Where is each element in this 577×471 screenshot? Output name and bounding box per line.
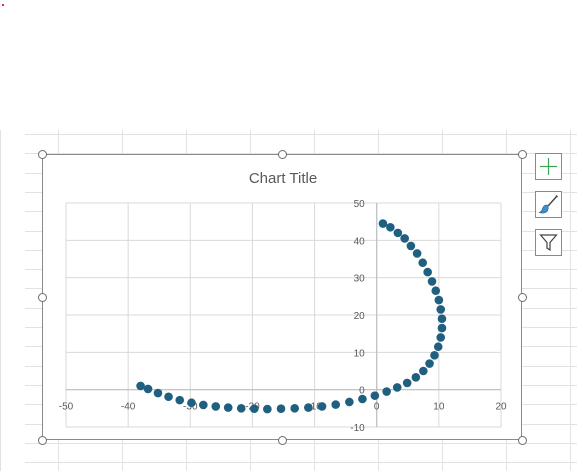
data-point[interactable] bbox=[175, 395, 185, 405]
data-point[interactable] bbox=[434, 295, 444, 305]
data-point[interactable] bbox=[400, 234, 409, 243]
data-point[interactable] bbox=[382, 387, 391, 396]
data-point[interactable] bbox=[386, 222, 395, 232]
data-point[interactable] bbox=[304, 403, 313, 412]
data-point[interactable] bbox=[419, 366, 428, 376]
data-point[interactable] bbox=[393, 228, 403, 238]
data-point[interactable] bbox=[433, 342, 443, 352]
resize-handle-bottom-left[interactable] bbox=[38, 436, 47, 445]
plus-icon bbox=[540, 158, 557, 175]
x-tick-label: -30 bbox=[183, 402, 198, 413]
data-point[interactable] bbox=[153, 388, 163, 398]
data-point[interactable] bbox=[418, 258, 428, 268]
y-tick-label: 10 bbox=[354, 348, 366, 359]
data-point[interactable] bbox=[249, 404, 259, 414]
funnel-icon bbox=[539, 234, 558, 252]
data-point[interactable] bbox=[406, 241, 416, 251]
resize-handle-top-middle[interactable] bbox=[278, 150, 287, 159]
y-tick-label: 20 bbox=[354, 311, 366, 322]
x-tick-label: 20 bbox=[495, 402, 507, 413]
data-point[interactable] bbox=[430, 351, 439, 360]
resize-handle-top-left[interactable] bbox=[38, 150, 47, 159]
chart-title[interactable]: Chart Title bbox=[249, 170, 317, 187]
data-point[interactable] bbox=[211, 402, 221, 411]
data-point[interactable] bbox=[345, 397, 354, 407]
resize-handle-bottom-middle[interactable] bbox=[278, 436, 287, 445]
x-tick-label: -40 bbox=[121, 402, 136, 413]
cell-cursor-marker bbox=[2, 4, 4, 6]
data-point[interactable] bbox=[236, 404, 246, 413]
data-point[interactable] bbox=[136, 381, 145, 391]
data-point[interactable] bbox=[427, 277, 437, 286]
y-tick-label: 0 bbox=[359, 386, 365, 397]
data-point[interactable] bbox=[436, 305, 446, 314]
y-tick-label: 50 bbox=[354, 199, 366, 210]
data-point[interactable] bbox=[392, 383, 402, 392]
data-point[interactable] bbox=[378, 219, 388, 228]
x-tick-label: -50 bbox=[59, 402, 74, 413]
data-point[interactable] bbox=[187, 398, 196, 408]
x-tick-label: 0 bbox=[374, 402, 380, 413]
data-point[interactable] bbox=[431, 286, 441, 296]
y-tick-label: -10 bbox=[350, 423, 365, 434]
chart-elements-button[interactable] bbox=[535, 153, 562, 180]
resize-handle-bottom-right[interactable] bbox=[518, 436, 527, 445]
data-point[interactable] bbox=[423, 267, 432, 277]
data-point[interactable] bbox=[276, 404, 286, 414]
data-point[interactable] bbox=[437, 314, 447, 324]
data-point[interactable] bbox=[411, 373, 421, 382]
data-point[interactable] bbox=[402, 378, 412, 388]
resize-handle-middle-right[interactable] bbox=[518, 293, 527, 302]
data-point[interactable] bbox=[317, 402, 327, 411]
x-tick-label: -10 bbox=[307, 402, 322, 413]
brush-icon bbox=[538, 195, 558, 214]
y-tick-label: 30 bbox=[354, 274, 366, 285]
data-point[interactable] bbox=[370, 391, 380, 400]
data-point[interactable] bbox=[425, 359, 434, 368]
data-point[interactable] bbox=[263, 404, 272, 414]
data-point[interactable] bbox=[436, 333, 446, 342]
x-tick-label: 10 bbox=[433, 402, 445, 413]
data-point[interactable] bbox=[290, 404, 299, 413]
data-point[interactable] bbox=[358, 394, 367, 404]
data-point[interactable] bbox=[412, 249, 422, 258]
data-point[interactable] bbox=[223, 403, 233, 412]
data-point[interactable] bbox=[199, 400, 208, 410]
resize-handle-top-right[interactable] bbox=[518, 150, 527, 159]
data-point[interactable] bbox=[437, 323, 447, 333]
data-point[interactable] bbox=[164, 392, 173, 402]
resize-handle-middle-left[interactable] bbox=[38, 293, 47, 302]
chart-styles-button[interactable] bbox=[535, 191, 562, 218]
y-tick-label: 40 bbox=[354, 236, 366, 247]
chart-filters-button[interactable] bbox=[535, 229, 562, 256]
data-point[interactable] bbox=[143, 384, 153, 394]
data-point[interactable] bbox=[331, 400, 341, 409]
